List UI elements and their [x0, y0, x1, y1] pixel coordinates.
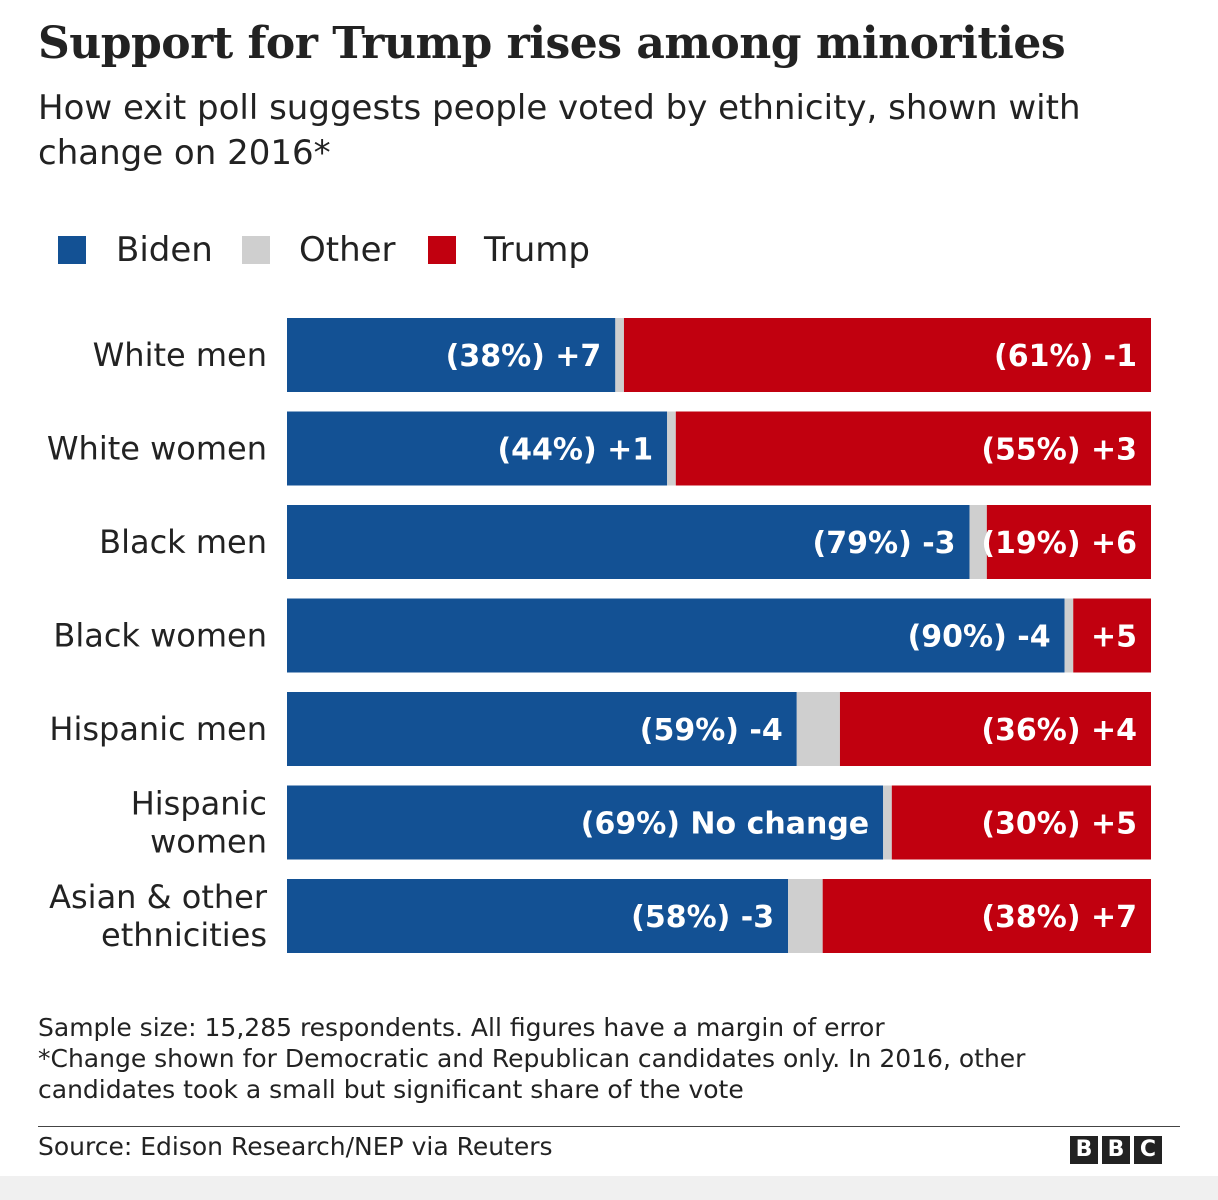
bar-segment-biden — [287, 785, 884, 860]
data-label-biden: (58%) -3 — [631, 900, 774, 935]
category-label: Hispanic men — [49, 710, 267, 748]
bar-segment-trump — [891, 785, 1151, 860]
data-label-trump: (38%) +7 — [981, 900, 1137, 935]
data-label-trump: (61%) -1 — [994, 339, 1137, 374]
footnote: Sample size: 15,285 respondents. All fig… — [38, 1012, 1198, 1105]
category-label: White women — [47, 430, 267, 468]
bbc-logo-block: B — [1102, 1136, 1130, 1164]
bar-segment-trump — [986, 505, 1151, 579]
data-label-biden: (38%) +7 — [446, 339, 602, 374]
data-label-trump: (55%) +3 — [981, 433, 1137, 468]
category-label: Hispanic women — [131, 785, 267, 861]
bar-segment-other — [788, 879, 823, 953]
bar-segment-other — [883, 785, 892, 860]
footer-divider — [38, 1126, 1180, 1127]
bar-segment-biden — [287, 318, 616, 392]
bar-segment-trump — [1073, 598, 1151, 673]
category-label: Asian & other ethnicities — [49, 878, 268, 954]
bbc-logo-block: B — [1070, 1136, 1098, 1164]
footnote-line-other: candidates took a small but significant … — [38, 1075, 744, 1104]
bar-segment-biden — [287, 692, 797, 766]
legend-swatch-other — [242, 236, 270, 264]
bar-segment-other — [615, 318, 624, 392]
bar-segment-biden — [287, 598, 1065, 673]
source-credit: Source: Edison Research/NEP via Reuters — [38, 1132, 553, 1161]
data-label-trump: (19%) +6 — [981, 526, 1137, 561]
bar-segment-trump — [839, 692, 1151, 766]
bar-segment-other — [1064, 598, 1074, 673]
category-label: White men — [93, 336, 267, 374]
bar-segment-other — [667, 411, 676, 486]
bar-segment-biden — [287, 879, 789, 953]
footnote-line-sample: Sample size: 15,285 respondents. All fig… — [38, 1013, 885, 1042]
legend-label-other: Other — [299, 230, 396, 270]
chart-title: Support for Trump rises among minorities — [38, 18, 1066, 69]
stacked-bar-chart: White men (38%) +7 (61%) -1 White women (44%… — [47, 318, 1151, 954]
data-label-trump: (30%) +5 — [981, 807, 1137, 842]
data-label-biden: (79%) -3 — [813, 526, 956, 561]
data-label-biden: (90%) -4 — [908, 620, 1051, 655]
bbc-logo-block: C — [1134, 1136, 1162, 1164]
data-label-trump: +5 — [1091, 620, 1137, 655]
bar-segment-trump — [822, 879, 1151, 953]
data-label-biden: (69%) No change — [581, 807, 869, 842]
footnote-line-change: *Change shown for Democratic and Republi… — [38, 1044, 1026, 1073]
category-label: Black men — [99, 523, 267, 561]
legend-label-trump: Trump — [484, 230, 591, 270]
bar-segment-biden — [287, 505, 970, 579]
category-label: Black women — [53, 617, 267, 655]
legend-label-biden: Biden — [116, 230, 213, 270]
page-bottom-band — [0, 1176, 1218, 1200]
bar-segment-other — [796, 692, 840, 766]
legend-swatch-biden — [58, 236, 86, 264]
chart-subtitle: How exit poll suggests people voted by e… — [38, 88, 1081, 173]
bar-segment-trump — [623, 318, 1151, 392]
data-label-biden: (59%) -4 — [640, 713, 783, 748]
bar-segment-other — [969, 505, 987, 579]
data-label-biden: (44%) +1 — [497, 433, 653, 468]
data-label-trump: (36%) +4 — [981, 713, 1137, 748]
legend-swatch-trump — [428, 236, 456, 264]
bar-segment-biden — [287, 411, 668, 486]
bar-segment-trump — [675, 411, 1151, 486]
